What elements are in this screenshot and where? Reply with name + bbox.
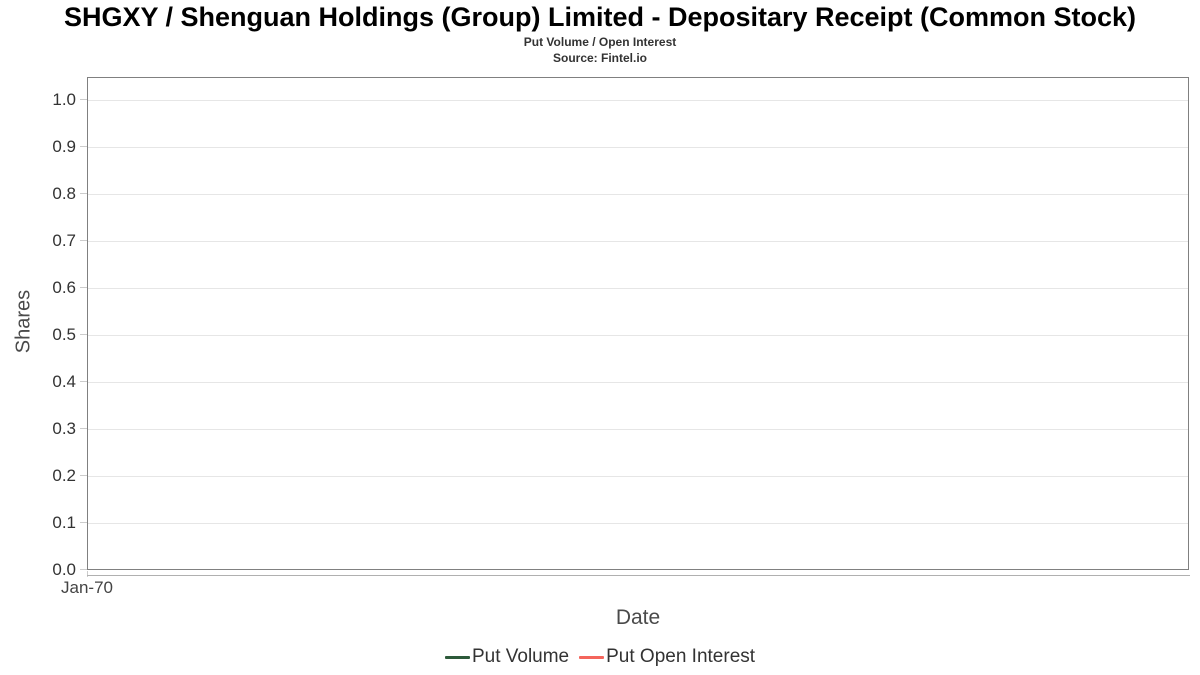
y-tick-mark (80, 569, 87, 570)
y-tick-mark (80, 99, 87, 100)
y-tick-mark (80, 334, 87, 335)
y-tick-label: 0.7 (52, 231, 76, 250)
put-open-interest-line-swatch (579, 655, 605, 659)
x-axis-line (87, 575, 1190, 576)
y-tick-mark (80, 381, 87, 382)
y-gridline (88, 476, 1188, 477)
y-axis-title: Shares (12, 289, 35, 354)
y-gridline (88, 523, 1188, 524)
y-tick-label: 0.1 (52, 513, 76, 532)
y-tick-label: 1.0 (52, 90, 76, 109)
x-axis-title: Date (615, 606, 661, 629)
y-tick-mark (80, 475, 87, 476)
legend-item-put-volume[interactable]: Put Volume (444, 646, 570, 668)
chart-source-credit: Source: Fintel.io (552, 51, 647, 65)
y-tick-label: 0.6 (52, 278, 76, 297)
y-tick-label: 0.5 (52, 325, 76, 344)
y-tick-label: 0.8 (52, 184, 76, 203)
y-gridline (88, 429, 1188, 430)
y-gridline (88, 288, 1188, 289)
y-gridline (88, 147, 1188, 148)
chart-subtitle: Put Volume / Open Interest (523, 35, 677, 49)
x-tick-label: Jan-70 (61, 578, 113, 597)
y-tick-label: 0.3 (52, 419, 76, 438)
y-tick-label: 0.4 (52, 372, 76, 391)
y-tick-mark (80, 240, 87, 241)
y-tick-mark (80, 522, 87, 523)
chart-title: SHGXY / Shenguan Holdings (Group) Limite… (63, 2, 1137, 32)
y-tick-mark (80, 146, 87, 147)
put-volume-line-swatch (444, 655, 470, 659)
y-tick-label: 0.9 (52, 137, 76, 156)
y-gridline (88, 194, 1188, 195)
y-tick-mark (80, 428, 87, 429)
legend-item-put-open-interest[interactable]: Put Open Interest (579, 646, 755, 668)
y-gridline (88, 335, 1188, 336)
y-tick-label: 0.2 (52, 466, 76, 485)
legend-label: Put Open Interest (606, 646, 756, 667)
y-gridline (88, 382, 1188, 383)
y-gridline (88, 100, 1188, 101)
plot-area (87, 77, 1189, 570)
y-tick-mark (80, 287, 87, 288)
legend: Put Volume Put Open Interest (0, 646, 1200, 668)
y-gridline (88, 241, 1188, 242)
x-tick-mark (87, 571, 88, 577)
legend-label: Put Volume (471, 646, 570, 667)
y-tick-label: 0.0 (52, 560, 76, 579)
y-tick-mark (80, 193, 87, 194)
